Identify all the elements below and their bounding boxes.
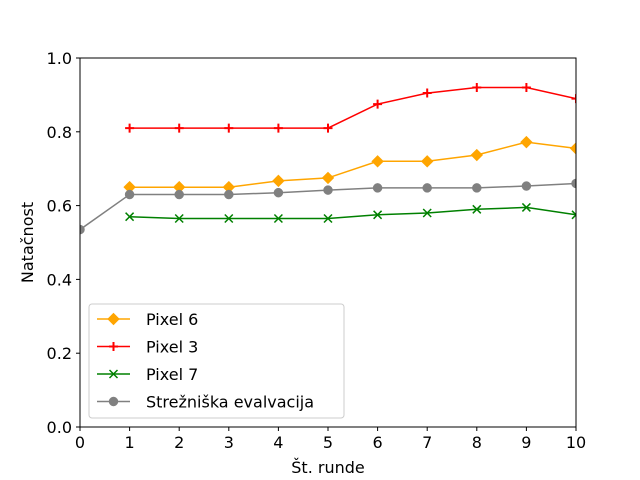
y-axis-label: Natačnost [18,202,37,283]
data-point [224,123,234,133]
series-line [129,86,576,129]
legend-marker [108,369,119,379]
series-line [129,206,576,220]
y-tick-label: 0.8 [47,123,72,142]
data-point [520,135,533,149]
data-point [422,183,432,193]
legend-label: Pixel 3 [146,338,198,357]
legend-marker [109,342,118,351]
data-point [422,88,432,98]
data-point [571,210,576,220]
legend-item: Pixel 7 [97,365,198,384]
legend-item: Pixel 3 [97,338,198,357]
data-point [571,178,576,189]
x-tick-label: 6 [373,433,383,452]
data-point [472,83,482,93]
data-point [521,202,531,212]
data-point [273,187,284,198]
y-tick-label: 0.0 [47,418,72,437]
data-point [273,123,283,133]
x-tick-label: 2 [174,433,184,452]
data-point [125,123,135,133]
data-point [569,142,576,155]
legend: Pixel 6 Pixel 3 Pixel 7 Strežniška evalvaci… [88,303,345,419]
data-point [125,212,135,222]
legend-label: Strežniška evalvacija [146,393,314,412]
data-point [272,174,285,188]
series-2 [125,83,576,133]
data-point [174,189,184,200]
x-tick-label: 3 [224,433,234,452]
series-line [129,141,576,188]
data-point [323,185,333,195]
data-point [174,123,184,133]
data-point [571,94,576,104]
legend-marker [107,312,120,326]
legend-box [88,303,345,419]
plot-series [80,83,576,235]
y-axis: 0.0 0.2 0.4 0.6 0.8 1.0 [47,49,80,437]
data-point [422,208,432,218]
data-point [470,148,484,162]
data-point [174,213,184,224]
x-tick-label: 7 [422,433,432,452]
data-point [472,183,482,193]
x-tick-label: 5 [323,433,333,452]
series-1 [123,135,576,194]
y-tick-label: 0.4 [47,270,72,289]
y-tick-label: 0.2 [47,344,72,363]
data-point [273,213,283,224]
data-point [124,189,135,200]
y-tick-label: 0.6 [47,197,72,216]
data-point [373,99,383,109]
data-point [521,181,532,191]
x-axis: 0 1 2 3 4 5 6 7 8 9 10 [75,427,586,452]
x-tick-label: 8 [472,433,482,452]
legend-label: Pixel 6 [146,310,198,329]
data-point [224,189,234,200]
legend-marker [108,396,119,407]
data-point [372,183,383,193]
data-point [321,171,335,185]
x-axis-label: Št. runde [291,458,364,477]
series-3 [125,202,576,224]
x-tick-label: 4 [273,433,283,452]
data-point [420,155,434,168]
data-point [323,123,333,133]
data-point [373,210,383,220]
series-4 [80,178,576,235]
x-tick-label: 1 [125,433,135,452]
x-tick-label: 0 [75,433,85,452]
x-tick-label: 10 [566,433,586,452]
data-point [371,155,384,168]
data-point [224,213,234,224]
x-tick-label: 9 [521,433,531,452]
data-point [472,204,482,214]
legend-item: Pixel 6 [97,310,198,329]
legend-item: Strežniška evalvacija [97,393,314,412]
data-point [80,224,85,235]
legend-label: Pixel 7 [146,365,198,384]
data-point [521,83,531,93]
y-tick-label: 1.0 [47,49,72,68]
data-point [323,213,333,224]
